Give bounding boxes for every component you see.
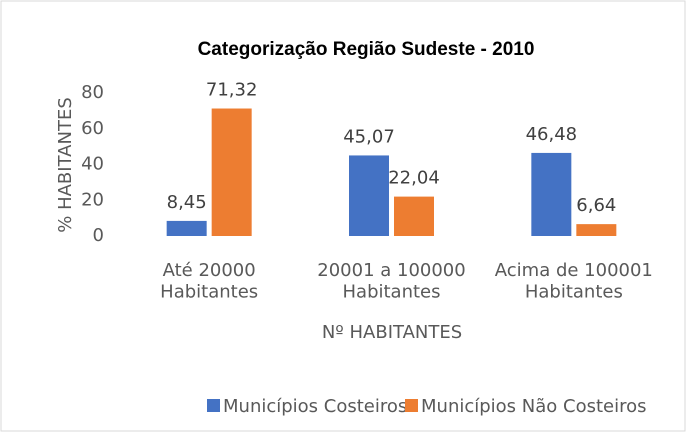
y-tick-label: 40: [81, 154, 104, 175]
y-tick-label: 0: [93, 225, 104, 246]
y-tick-label: 20: [81, 189, 104, 210]
value-label: 6,64: [576, 195, 616, 216]
value-label: 71,32: [206, 80, 258, 101]
value-label: 22,04: [388, 168, 440, 189]
value-label: 45,07: [343, 126, 395, 147]
bar: [394, 196, 434, 236]
y-tick-label: 60: [81, 118, 104, 139]
value-label: 8,45: [167, 192, 207, 213]
bar: [211, 108, 252, 236]
legend-label: Municípios Não Costeiros: [421, 396, 647, 417]
x-tick-label: Até 20000 Habitantes: [160, 260, 258, 303]
legend-swatch: [207, 399, 220, 412]
bar: [531, 152, 572, 236]
bar: [349, 155, 389, 236]
value-label: 46,48: [526, 124, 578, 145]
y-axis-label: % HABITANTES: [55, 97, 76, 233]
x-axis-label: Nº HABITANTES: [322, 322, 462, 343]
chart-title: Categorização Região Sudeste - 2010: [198, 39, 535, 60]
x-tick-label: 20001 a 100000 Habitantes: [317, 260, 465, 303]
bar: [166, 220, 207, 236]
legend-swatch: [405, 399, 418, 412]
legend-label: Municípios Costeiros: [223, 396, 407, 417]
bar: [576, 224, 617, 236]
x-tick-label: Acima de 100001 Habitantes: [495, 260, 653, 303]
y-tick-label: 80: [81, 82, 104, 103]
